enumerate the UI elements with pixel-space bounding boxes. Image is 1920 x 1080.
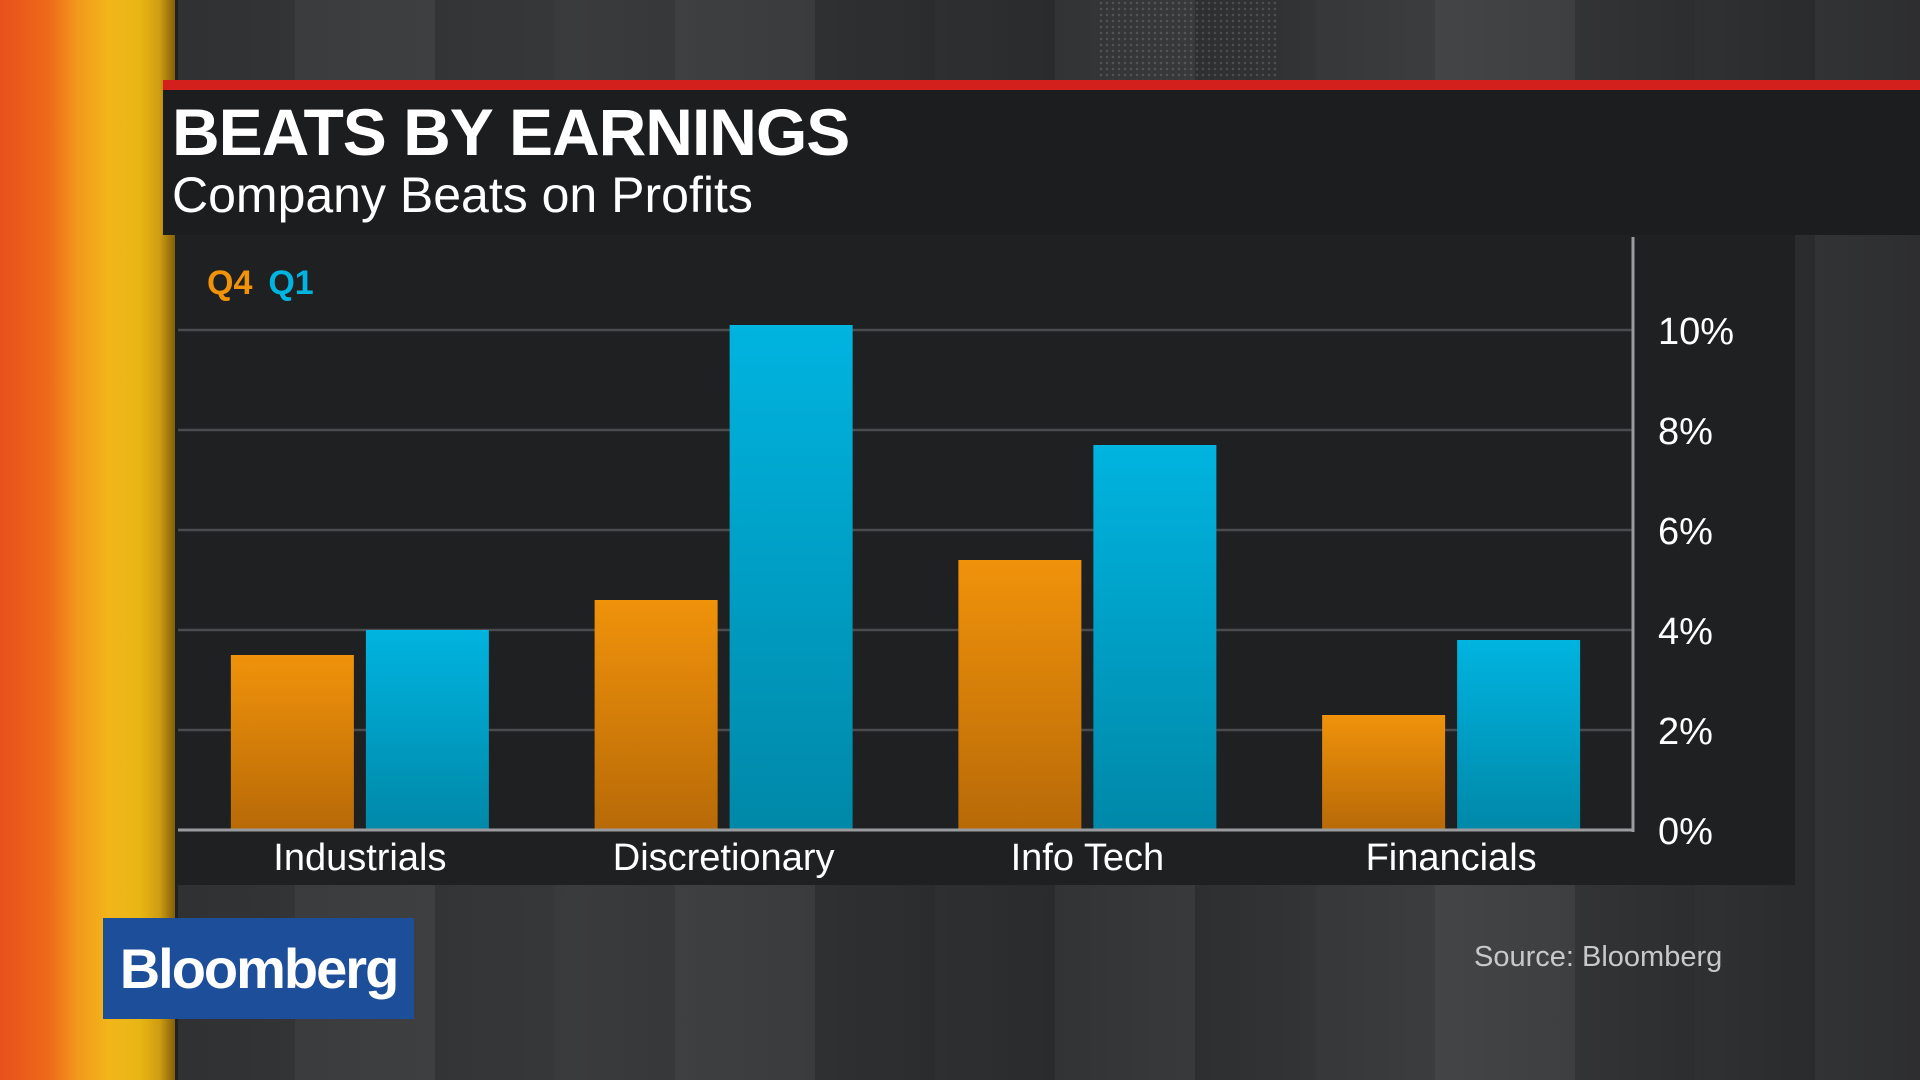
source-note: Source: Bloomberg xyxy=(1474,941,1723,973)
title-band xyxy=(163,80,1920,235)
y-tick-label: 10% xyxy=(1658,311,1734,353)
legend-item-q1: Q1 xyxy=(268,264,314,302)
axis-labels: 0% 2% 4% 6% 8% 10% Industrials Discretionary Inf… xyxy=(273,311,1734,879)
y-tick-label: 6% xyxy=(1658,511,1713,553)
bars xyxy=(230,325,1581,830)
x-tick-label: Info Tech xyxy=(1011,837,1165,879)
side-shadow xyxy=(160,0,178,1080)
chart-title: BEATS BY EARNINGS xyxy=(172,95,850,169)
y-tick-label: 4% xyxy=(1658,611,1713,653)
logo-text: Bloomberg xyxy=(119,937,400,1000)
bar-q4-industrials xyxy=(230,655,354,830)
bar-q1-financials xyxy=(1457,640,1581,830)
bar-q4-info-tech xyxy=(958,560,1082,830)
y-tick-label: 8% xyxy=(1658,411,1713,453)
x-tick-label: Industrials xyxy=(273,837,446,879)
x-tick-label: Discretionary xyxy=(613,837,835,879)
x-tick-label: Financials xyxy=(1366,837,1537,879)
bar-q4-financials xyxy=(1322,715,1446,830)
y-tick-label: 0% xyxy=(1658,811,1713,853)
bar-q4-discretionary xyxy=(594,600,718,830)
bar-q1-info-tech xyxy=(1093,445,1217,830)
side-color-bar xyxy=(0,0,175,1080)
chart-subtitle: Company Beats on Profits xyxy=(172,167,753,223)
background-dot-pattern xyxy=(1098,0,1278,80)
legend-item-q4: Q4 xyxy=(207,264,253,302)
bloomberg-logo: Bloomberg xyxy=(103,918,414,1019)
chart-legend: Q4 Q1 xyxy=(207,264,330,303)
bar-q1-industrials xyxy=(365,630,489,830)
bar-q1-discretionary xyxy=(729,325,853,830)
axes xyxy=(178,237,1635,832)
y-tick-label: 2% xyxy=(1658,711,1713,753)
